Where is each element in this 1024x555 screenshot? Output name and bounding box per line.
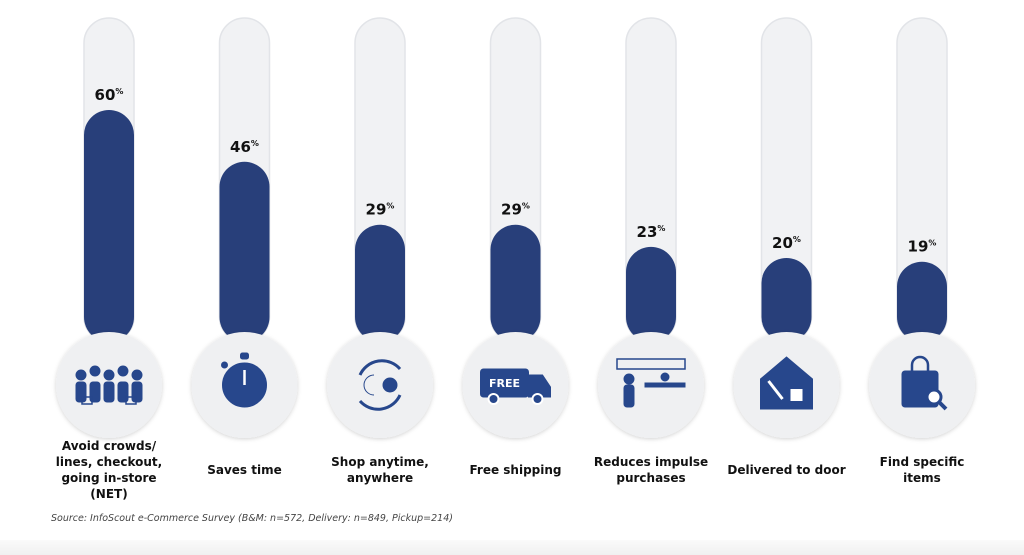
bar — [355, 224, 405, 342]
bar — [626, 246, 676, 342]
truck-cab — [528, 374, 551, 398]
bar — [219, 161, 270, 342]
person-head — [75, 369, 87, 381]
watch-button — [240, 352, 249, 360]
checkout-counter-icon — [616, 358, 686, 408]
bar-group: 20%Delivered to door — [727, 17, 846, 477]
window — [790, 389, 803, 401]
magnifier-handle — [937, 400, 948, 411]
moon — [363, 374, 375, 396]
bag-handle — [910, 355, 930, 371]
truck-label: FREE — [489, 377, 520, 390]
category-label: items — [903, 471, 941, 485]
category-label: Free shipping — [469, 463, 561, 477]
shelf — [616, 358, 686, 370]
bar — [84, 110, 134, 342]
bag — [767, 380, 784, 400]
cashier-head — [660, 372, 670, 382]
person-body — [131, 381, 143, 403]
watch-knob — [221, 361, 228, 369]
person-body — [75, 381, 87, 403]
wheel — [531, 393, 544, 405]
person-head — [131, 369, 143, 381]
basket — [81, 396, 93, 405]
category-label: (NET) — [90, 487, 127, 501]
bar — [897, 261, 947, 342]
day-night-cycle-icon — [358, 359, 402, 411]
customer-body — [623, 384, 635, 408]
category-label: Avoid crowds/ — [62, 439, 157, 453]
person-head — [103, 369, 115, 381]
source-note: Source: InfoScout e-Commerce Survey (B&M… — [51, 513, 453, 524]
category-label: anywhere — [347, 471, 413, 485]
category-label: purchases — [616, 471, 685, 485]
arrow-bottom — [358, 394, 402, 411]
category-label: going in-store — [61, 471, 156, 485]
magnifier — [925, 388, 943, 406]
person-head — [117, 365, 129, 377]
category-label: Saves time — [207, 463, 282, 477]
counter — [644, 382, 686, 388]
bar — [761, 258, 812, 342]
category-label: Shop anytime, — [331, 455, 429, 469]
thermometer-bar-chart: 60%Avoid crowds/lines, checkout,going in… — [56, 17, 975, 501]
customer-head — [623, 373, 635, 385]
delivery-truck-icon: FREE — [480, 368, 551, 405]
bar — [490, 224, 541, 342]
bottom-band — [0, 540, 1024, 555]
category-label: Delivered to door — [727, 463, 845, 477]
category-label: Reduces impulse — [594, 455, 708, 469]
home-delivery-icon — [760, 356, 813, 410]
category-label: Find specific — [880, 455, 965, 469]
wheel — [487, 393, 500, 405]
bar-group: 46%Saves time — [191, 17, 298, 477]
category-label: lines, checkout, — [56, 455, 162, 469]
stopwatch-icon — [221, 352, 267, 408]
crowd-icon — [75, 365, 143, 405]
person-head — [89, 365, 101, 377]
sun — [382, 377, 398, 393]
basket — [125, 396, 137, 405]
arrow-top — [358, 359, 402, 376]
icon-circle — [327, 332, 433, 438]
shopping-bag-search-icon — [901, 355, 948, 411]
bar-group: 29%Shop anytime,anywhere — [327, 17, 433, 485]
person-body — [103, 381, 115, 403]
bar-group: 60%Avoid crowds/lines, checkout,going in… — [56, 17, 162, 501]
